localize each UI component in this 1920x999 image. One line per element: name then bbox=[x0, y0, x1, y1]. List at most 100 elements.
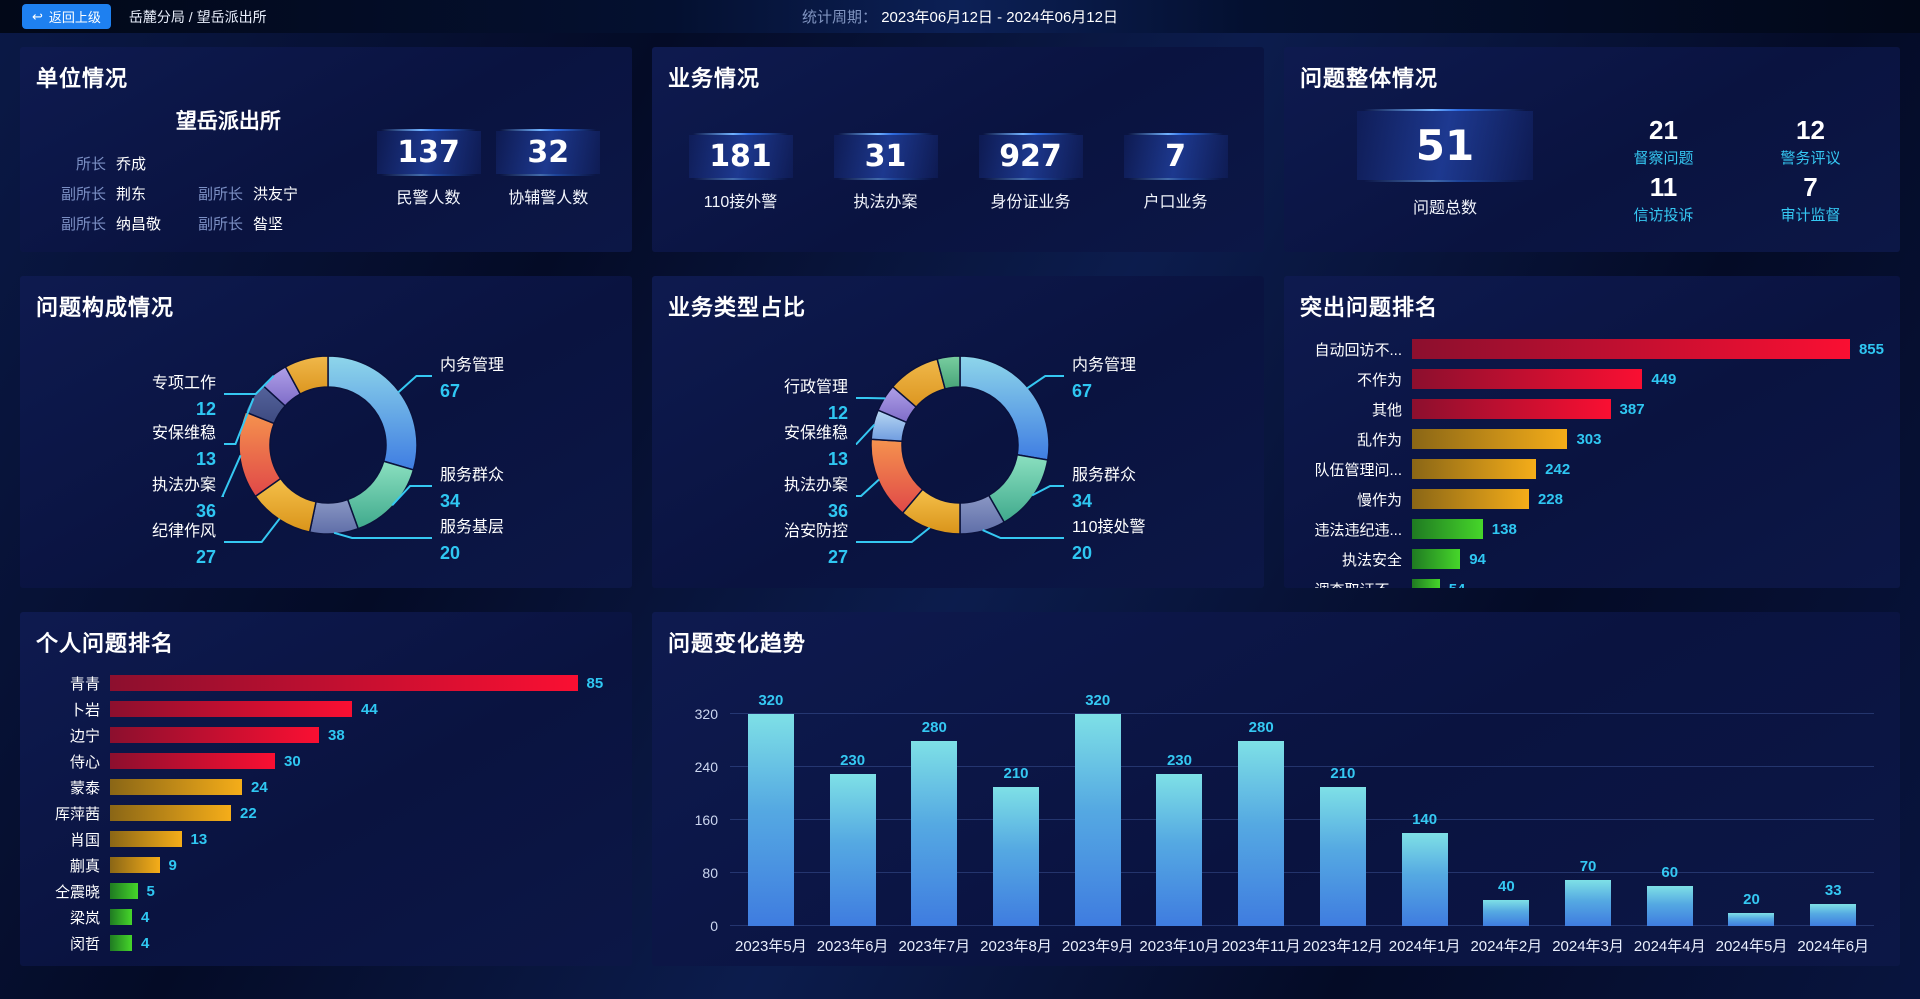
top-issues-chart: 自动回访不... 855 不作为 449 其他 387 乱作为 303 队伍管理问... 242 慢… bbox=[1300, 334, 1884, 588]
bar bbox=[110, 857, 160, 873]
bar-row: 慢作为 228 bbox=[1300, 484, 1884, 514]
donut-callout-line bbox=[1026, 375, 1064, 390]
leader-name: 昝坚 bbox=[253, 216, 284, 233]
bar-row: 不作为 449 bbox=[1300, 364, 1884, 394]
period-label: 统计周期： bbox=[802, 9, 878, 26]
bar-category-label: 闵哲 bbox=[69, 935, 100, 953]
x-axis-label: 2024年6月 bbox=[1797, 938, 1870, 955]
unit-left: 望岳派出所 所长 乔成 副所长 荆东 副所长 洪友宁 副所长 纳昌敬 副所长 昝坚 bbox=[36, 101, 361, 234]
issues-mini-stat: 12 警务评议 bbox=[1737, 115, 1884, 168]
issues-mini-label: 审计监督 bbox=[1780, 207, 1841, 224]
leader-item: 副所长 洪友宁 bbox=[191, 183, 298, 204]
bar-track: 22 bbox=[110, 805, 616, 822]
x-axis-label: 2023年10月 bbox=[1139, 938, 1220, 955]
issues-mini-label: 警务评议 bbox=[1780, 150, 1841, 167]
bar-value: 242 bbox=[1545, 460, 1571, 478]
bar-category-label: 队伍管理问... bbox=[1314, 461, 1402, 479]
bar-category-label: 执法安全 bbox=[1341, 551, 1402, 569]
donut-value: 67 bbox=[1072, 381, 1092, 401]
x-axis-label: 2023年8月 bbox=[980, 938, 1052, 955]
x-axis-label: 2023年11月 bbox=[1221, 938, 1301, 955]
trend-bar-value: 210 bbox=[1330, 764, 1356, 782]
bar-track: 449 bbox=[1412, 369, 1884, 389]
donut-callout-line bbox=[391, 485, 432, 506]
trend-bar bbox=[1319, 786, 1366, 926]
trend-bar-value: 230 bbox=[840, 751, 866, 769]
issues-total-value: 51 bbox=[1415, 121, 1475, 170]
issues-mini-label: 信访投诉 bbox=[1633, 207, 1694, 224]
stat-item: 927 身份证业务 bbox=[978, 133, 1083, 212]
donut-value: 27 bbox=[828, 547, 848, 567]
gridline bbox=[730, 819, 1874, 820]
bar-value: 54 bbox=[1449, 581, 1466, 589]
station-name: 望岳派出所 bbox=[175, 110, 281, 133]
leader-role-label: 副所长 bbox=[60, 186, 106, 203]
bar bbox=[1412, 549, 1461, 569]
donut-label: 专项工作 bbox=[152, 374, 216, 392]
stat-label: 户口业务 bbox=[1143, 194, 1208, 211]
trend-bars: 320 2023年5月 230 2023年6月 280 2023年7月 210 2023年8月… bbox=[730, 672, 1874, 956]
trend-bar-value: 60 bbox=[1661, 864, 1679, 882]
donut-callout-line bbox=[224, 397, 255, 445]
bar-track: 4 bbox=[110, 935, 616, 952]
back-button[interactable]: ↩ 返回上级 bbox=[22, 4, 111, 29]
bar bbox=[110, 779, 242, 795]
bar-row: 肖国 13 bbox=[36, 826, 616, 852]
trend-bar-value: 280 bbox=[921, 718, 947, 736]
bar-row: 乱作为 303 bbox=[1300, 424, 1884, 454]
bar-row: 调查取证不... 54 bbox=[1300, 574, 1884, 588]
donut-callout-line bbox=[333, 531, 432, 539]
trend-bar-slot: 140 2024年1月 bbox=[1384, 672, 1466, 956]
bar-category-label: 其他 bbox=[1371, 401, 1402, 419]
bar-category-label: 肖国 bbox=[69, 831, 100, 849]
bar-value: 4 bbox=[141, 934, 150, 952]
top-bar: ↩ 返回上级 岳麓分局 / 望岳派出所 统计周期： 2023年06月12日 - … bbox=[0, 0, 1920, 33]
leader-role-label: 副所长 bbox=[198, 216, 244, 233]
stat-value: 181 bbox=[709, 139, 772, 174]
y-axis-tick-label: 320 bbox=[694, 706, 718, 722]
donut-value: 34 bbox=[440, 491, 460, 511]
trend-bar bbox=[993, 786, 1040, 926]
bar-value: 22 bbox=[240, 804, 257, 822]
bar-track: 228 bbox=[1412, 489, 1884, 509]
trend-bar bbox=[1483, 899, 1530, 926]
trend-bar bbox=[747, 714, 794, 926]
trend-bar bbox=[1238, 740, 1285, 926]
issue-composition-title: 问题构成情况 bbox=[36, 295, 175, 320]
donut-label: 行政管理 bbox=[784, 378, 848, 396]
stat-value-box: 927 bbox=[978, 133, 1083, 180]
trend-bar-slot: 60 2024年4月 bbox=[1629, 672, 1711, 956]
bar-category-label: 自动回访不... bbox=[1314, 341, 1402, 359]
leader-item: 副所长 荆东 bbox=[54, 183, 161, 204]
trend-bar-slot: 280 2023年7月 bbox=[893, 672, 975, 956]
trend-bar-value: 20 bbox=[1743, 890, 1760, 908]
bar-track: 303 bbox=[1412, 429, 1884, 449]
panel-business-type: 业务类型占比 内务管理 67 服务群众 34 110接处警 20 治安防控 27 执法办案 36 安… bbox=[652, 276, 1264, 588]
stat-label: 身份证业务 bbox=[990, 194, 1071, 211]
gridline bbox=[730, 713, 1874, 714]
leader-name: 洪友宁 bbox=[253, 186, 299, 203]
back-arrow-icon: ↩ bbox=[32, 9, 43, 24]
bar-value: 138 bbox=[1491, 520, 1517, 538]
leader-item: 副所长 纳昌敬 bbox=[54, 213, 161, 234]
bar-value: 94 bbox=[1469, 550, 1486, 568]
donut-label: 治安防控 bbox=[784, 522, 848, 540]
stat-item: 32 协辅警人数 bbox=[496, 129, 601, 234]
bar-track: 9 bbox=[110, 857, 616, 874]
bar bbox=[1412, 489, 1529, 509]
bar bbox=[110, 883, 138, 899]
panel-issue-composition: 问题构成情况 内务管理 67 服务群众 34 服务基层 20 纪律作风 27 执法办案 36 安保维… bbox=[20, 276, 632, 588]
bar bbox=[1412, 459, 1537, 479]
donut-callout-line bbox=[221, 454, 242, 497]
issues-mini-value: 11 bbox=[1649, 172, 1678, 202]
donut-label: 安保维稳 bbox=[152, 424, 216, 442]
trend-bar-value: 70 bbox=[1579, 857, 1597, 875]
bar bbox=[110, 935, 132, 951]
bar-track: 242 bbox=[1412, 459, 1884, 479]
bar-row: 违法违纪违... 138 bbox=[1300, 514, 1884, 544]
bar-row: 厍萍茜 22 bbox=[36, 800, 616, 826]
breadcrumb[interactable]: 岳麓分局 / 望岳派出所 bbox=[128, 8, 267, 25]
bar bbox=[110, 805, 231, 821]
trend-bar bbox=[1646, 886, 1693, 926]
top-issues-title: 突出问题排名 bbox=[1300, 295, 1439, 320]
